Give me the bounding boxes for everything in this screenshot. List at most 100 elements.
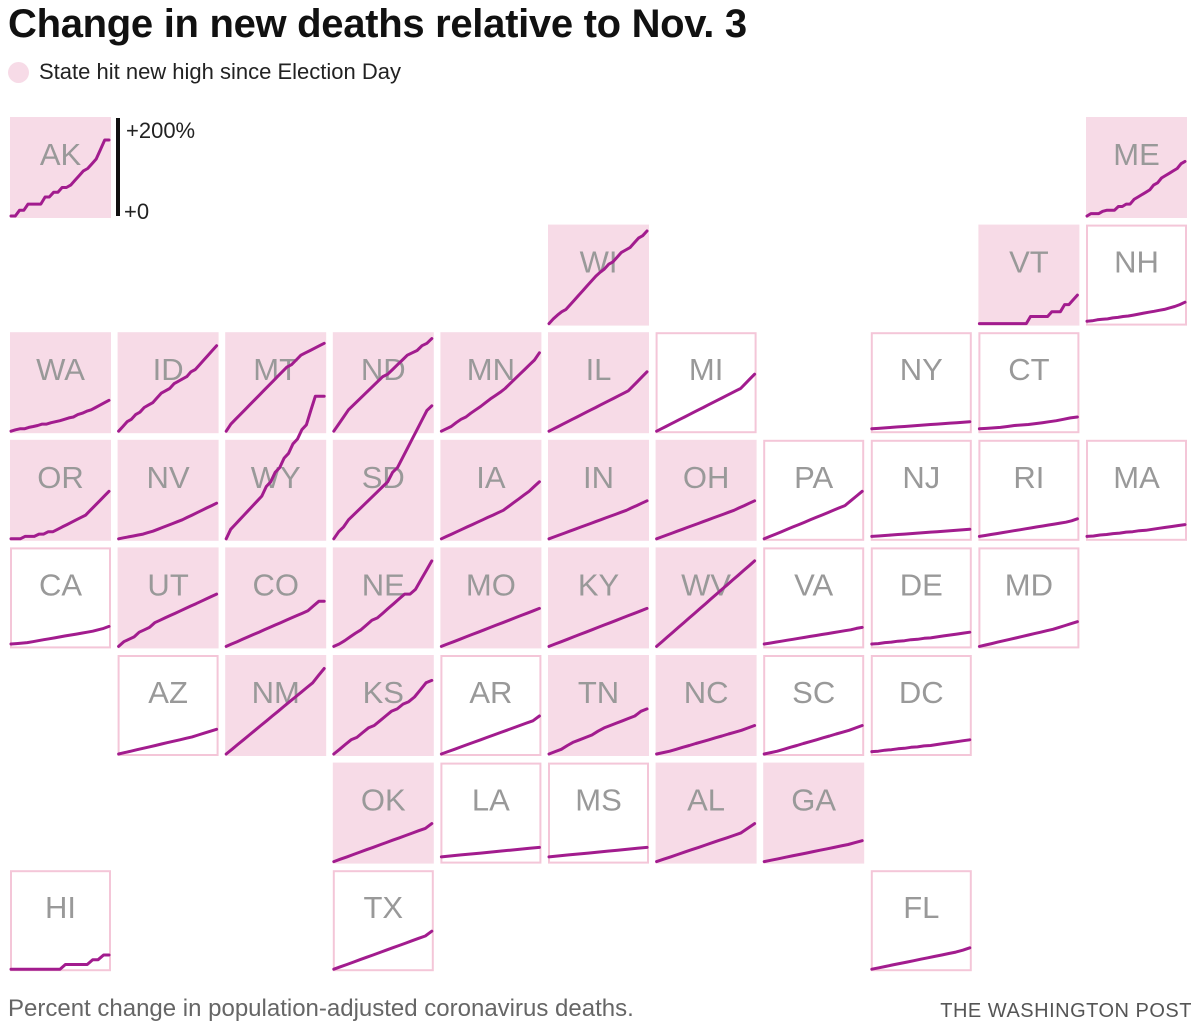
series-line-ar (439, 714, 541, 756)
state-tile-background (1086, 117, 1187, 218)
footnote: Percent change in population-adjusted co… (8, 995, 634, 1022)
legend-label: State hit new high since Election Day (39, 59, 401, 84)
state-tile-al: AL (655, 762, 757, 864)
series-line-mn (439, 351, 541, 433)
series-line-la (439, 845, 541, 859)
state-tile-wy: WY (224, 394, 327, 541)
state-label: IL (586, 352, 612, 387)
state-label: FL (903, 890, 939, 925)
state-label: MN (467, 352, 515, 387)
state-tile-ct: CT (977, 332, 1080, 434)
state-label: OH (683, 460, 730, 495)
state-tile-ga: GA (762, 762, 865, 864)
state-tile-sd: SD (332, 404, 434, 541)
series-line-ia (439, 480, 541, 541)
series-line-nm (224, 667, 326, 756)
state-tile-background (978, 547, 1080, 649)
state-tile-background (10, 439, 111, 541)
state-tile-background (117, 439, 219, 541)
series-line-ak (9, 138, 111, 218)
state-label: OR (37, 460, 84, 495)
state-label: MA (1113, 460, 1160, 495)
series-line-wa (9, 398, 111, 433)
series-line-ri (977, 517, 1079, 538)
state-label: GA (791, 783, 836, 818)
state-tile-background (440, 332, 542, 434)
state-tile-ar: AR (439, 655, 542, 756)
state-tile-background (225, 655, 327, 756)
state-tile-background (763, 439, 865, 541)
state-label: CT (1008, 352, 1049, 387)
state-tile-or: OR (9, 439, 111, 541)
state-tile-ca: CA (9, 547, 111, 649)
state-tile-background (548, 332, 649, 434)
state-tile-background (10, 117, 111, 218)
state-label: MT (253, 352, 298, 387)
state-label: OK (361, 783, 406, 818)
state-tile-wi: WI (547, 224, 649, 326)
state-tile-nh: NH (1085, 224, 1187, 326)
state-tile-background (870, 439, 972, 541)
state-tile-background (332, 547, 434, 649)
series-line-nh (1085, 300, 1187, 323)
state-label: WA (36, 352, 85, 387)
state-tile-nc: NC (655, 655, 757, 756)
state-tile-la: LA (439, 762, 542, 864)
series-line-nv (117, 501, 219, 541)
series-line-va (762, 625, 864, 646)
state-tile-tx: TX (332, 870, 434, 972)
state-tile-mn: MN (439, 332, 542, 434)
series-line-vt (977, 293, 1079, 326)
state-label: WV (681, 567, 731, 602)
state-label: IN (583, 460, 614, 495)
state-label: AL (687, 783, 725, 818)
state-tile-nm: NM (224, 655, 327, 756)
state-label: DC (899, 675, 944, 710)
series-line-ks (332, 678, 434, 756)
legend: State hit new high since Election Day (8, 58, 401, 86)
state-tile-va: VA (762, 547, 865, 649)
series-line-nd (332, 337, 434, 433)
legend-swatch (8, 61, 29, 83)
state-label: NC (684, 675, 729, 710)
series-line-co (224, 599, 326, 648)
series-line-nj (870, 527, 972, 538)
state-tile-background (655, 332, 757, 434)
state-label: NE (362, 567, 405, 602)
state-tile-id: ID (117, 332, 219, 434)
state-tile-ok: OK (332, 762, 434, 864)
state-tile-ia: IA (439, 439, 542, 541)
state-tile-background (655, 655, 757, 756)
series-line-ny (870, 420, 972, 431)
state-tile-ri: RI (977, 439, 1080, 541)
state-label: HI (45, 890, 76, 925)
state-tile-background (870, 332, 972, 434)
series-line-il (547, 370, 649, 433)
state-label: VT (1009, 245, 1049, 280)
state-label: WY (251, 460, 301, 495)
state-tile-background (1086, 439, 1187, 541)
state-label: AZ (148, 675, 188, 710)
series-line-ky (547, 606, 649, 648)
series-line-ct (977, 415, 1079, 431)
state-label: VA (794, 567, 833, 602)
state-label: NM (252, 675, 300, 710)
state-label: TN (578, 675, 619, 710)
state-tile-background (332, 870, 434, 972)
state-tile-ma: MA (1085, 439, 1187, 541)
series-line-mo (439, 606, 541, 648)
state-tile-background (117, 547, 219, 649)
state-tile-pa: PA (762, 439, 865, 541)
state-label: RI (1013, 460, 1044, 495)
state-label: LA (472, 783, 510, 818)
series-line-ne (332, 559, 434, 648)
state-tile-wa: WA (9, 332, 111, 434)
state-tile-ne: NE (332, 547, 434, 649)
state-tile-dc: DC (870, 655, 972, 756)
state-tile-nj: NJ (870, 439, 972, 541)
scale-bottom-label: +0 (124, 199, 149, 224)
series-line-sc (762, 724, 864, 756)
series-line-ca (9, 624, 111, 646)
series-line-az (117, 727, 219, 756)
series-line-nc (655, 724, 757, 756)
